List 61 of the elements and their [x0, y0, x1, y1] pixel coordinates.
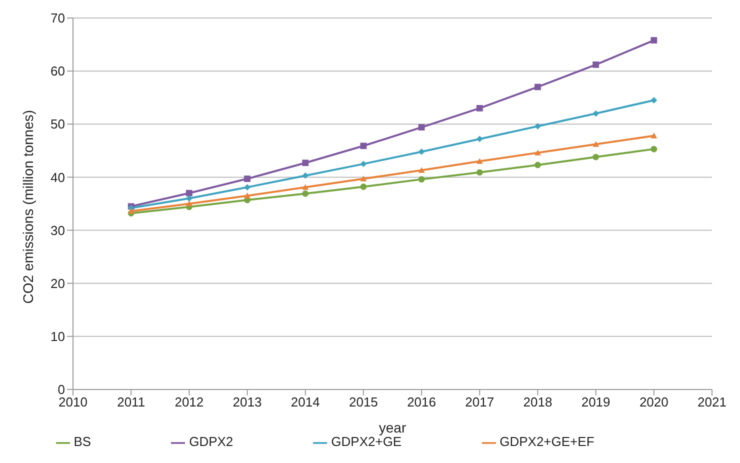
y-tick-label: 0 [58, 382, 65, 398]
x-tick-label: 2010 [58, 394, 88, 410]
point [592, 154, 600, 160]
x-tick-label: 2013 [232, 394, 262, 410]
point [360, 184, 367, 190]
point [360, 176, 367, 182]
y-tick-label: 10 [50, 328, 65, 344]
point [418, 148, 425, 155]
point [534, 162, 541, 168]
legend-label: GDPX2 [189, 434, 234, 450]
point [186, 200, 192, 206]
point [650, 146, 658, 152]
y-tick-label: 30 [50, 222, 65, 238]
point [476, 105, 483, 112]
legend-label: BS [74, 434, 92, 450]
point [244, 184, 250, 190]
point [128, 208, 134, 214]
point [186, 190, 192, 196]
y-tick-label: 40 [50, 170, 65, 185]
point [360, 160, 367, 168]
point [360, 142, 367, 150]
x-axis-title: year [378, 419, 406, 436]
y-tick-label: 60 [50, 64, 65, 79]
point [302, 172, 309, 179]
x-tick-label: 2012 [174, 394, 204, 410]
x-tick-label: 2014 [290, 394, 320, 410]
x-tick-label: 2020 [639, 394, 668, 410]
x-tick-label: 2018 [523, 394, 552, 410]
point [186, 195, 192, 202]
y-tick-label: 70 [50, 10, 65, 26]
point [476, 169, 483, 176]
point [418, 176, 425, 183]
point [244, 176, 250, 182]
point [244, 192, 250, 198]
point [476, 158, 483, 164]
point [302, 160, 309, 166]
point [534, 84, 541, 90]
point [302, 184, 309, 190]
x-tick-label: 2019 [581, 394, 610, 410]
point [534, 150, 541, 156]
point [534, 123, 541, 130]
y-tick-label: 20 [50, 276, 65, 291]
legend-label: GDPX2+GE [331, 434, 402, 450]
y-tick-label: 50 [50, 116, 65, 132]
point [418, 124, 425, 131]
y-axis-title: CO2 emissions (million tonnes) [20, 110, 36, 304]
point [592, 61, 600, 68]
point [592, 141, 600, 147]
x-tick-label: 2015 [348, 394, 378, 410]
x-tick-label: 2017 [465, 394, 494, 410]
point [650, 37, 658, 44]
point [302, 190, 309, 197]
point [650, 97, 658, 104]
x-tick-label: 2021 [698, 394, 726, 410]
legend-label: GDPX2+GE+EF [500, 434, 594, 450]
x-tick-label: 2016 [407, 394, 436, 410]
point [650, 132, 658, 138]
point [418, 167, 425, 173]
point [592, 110, 600, 117]
x-tick-label: 2011 [117, 394, 146, 410]
point [476, 136, 483, 142]
